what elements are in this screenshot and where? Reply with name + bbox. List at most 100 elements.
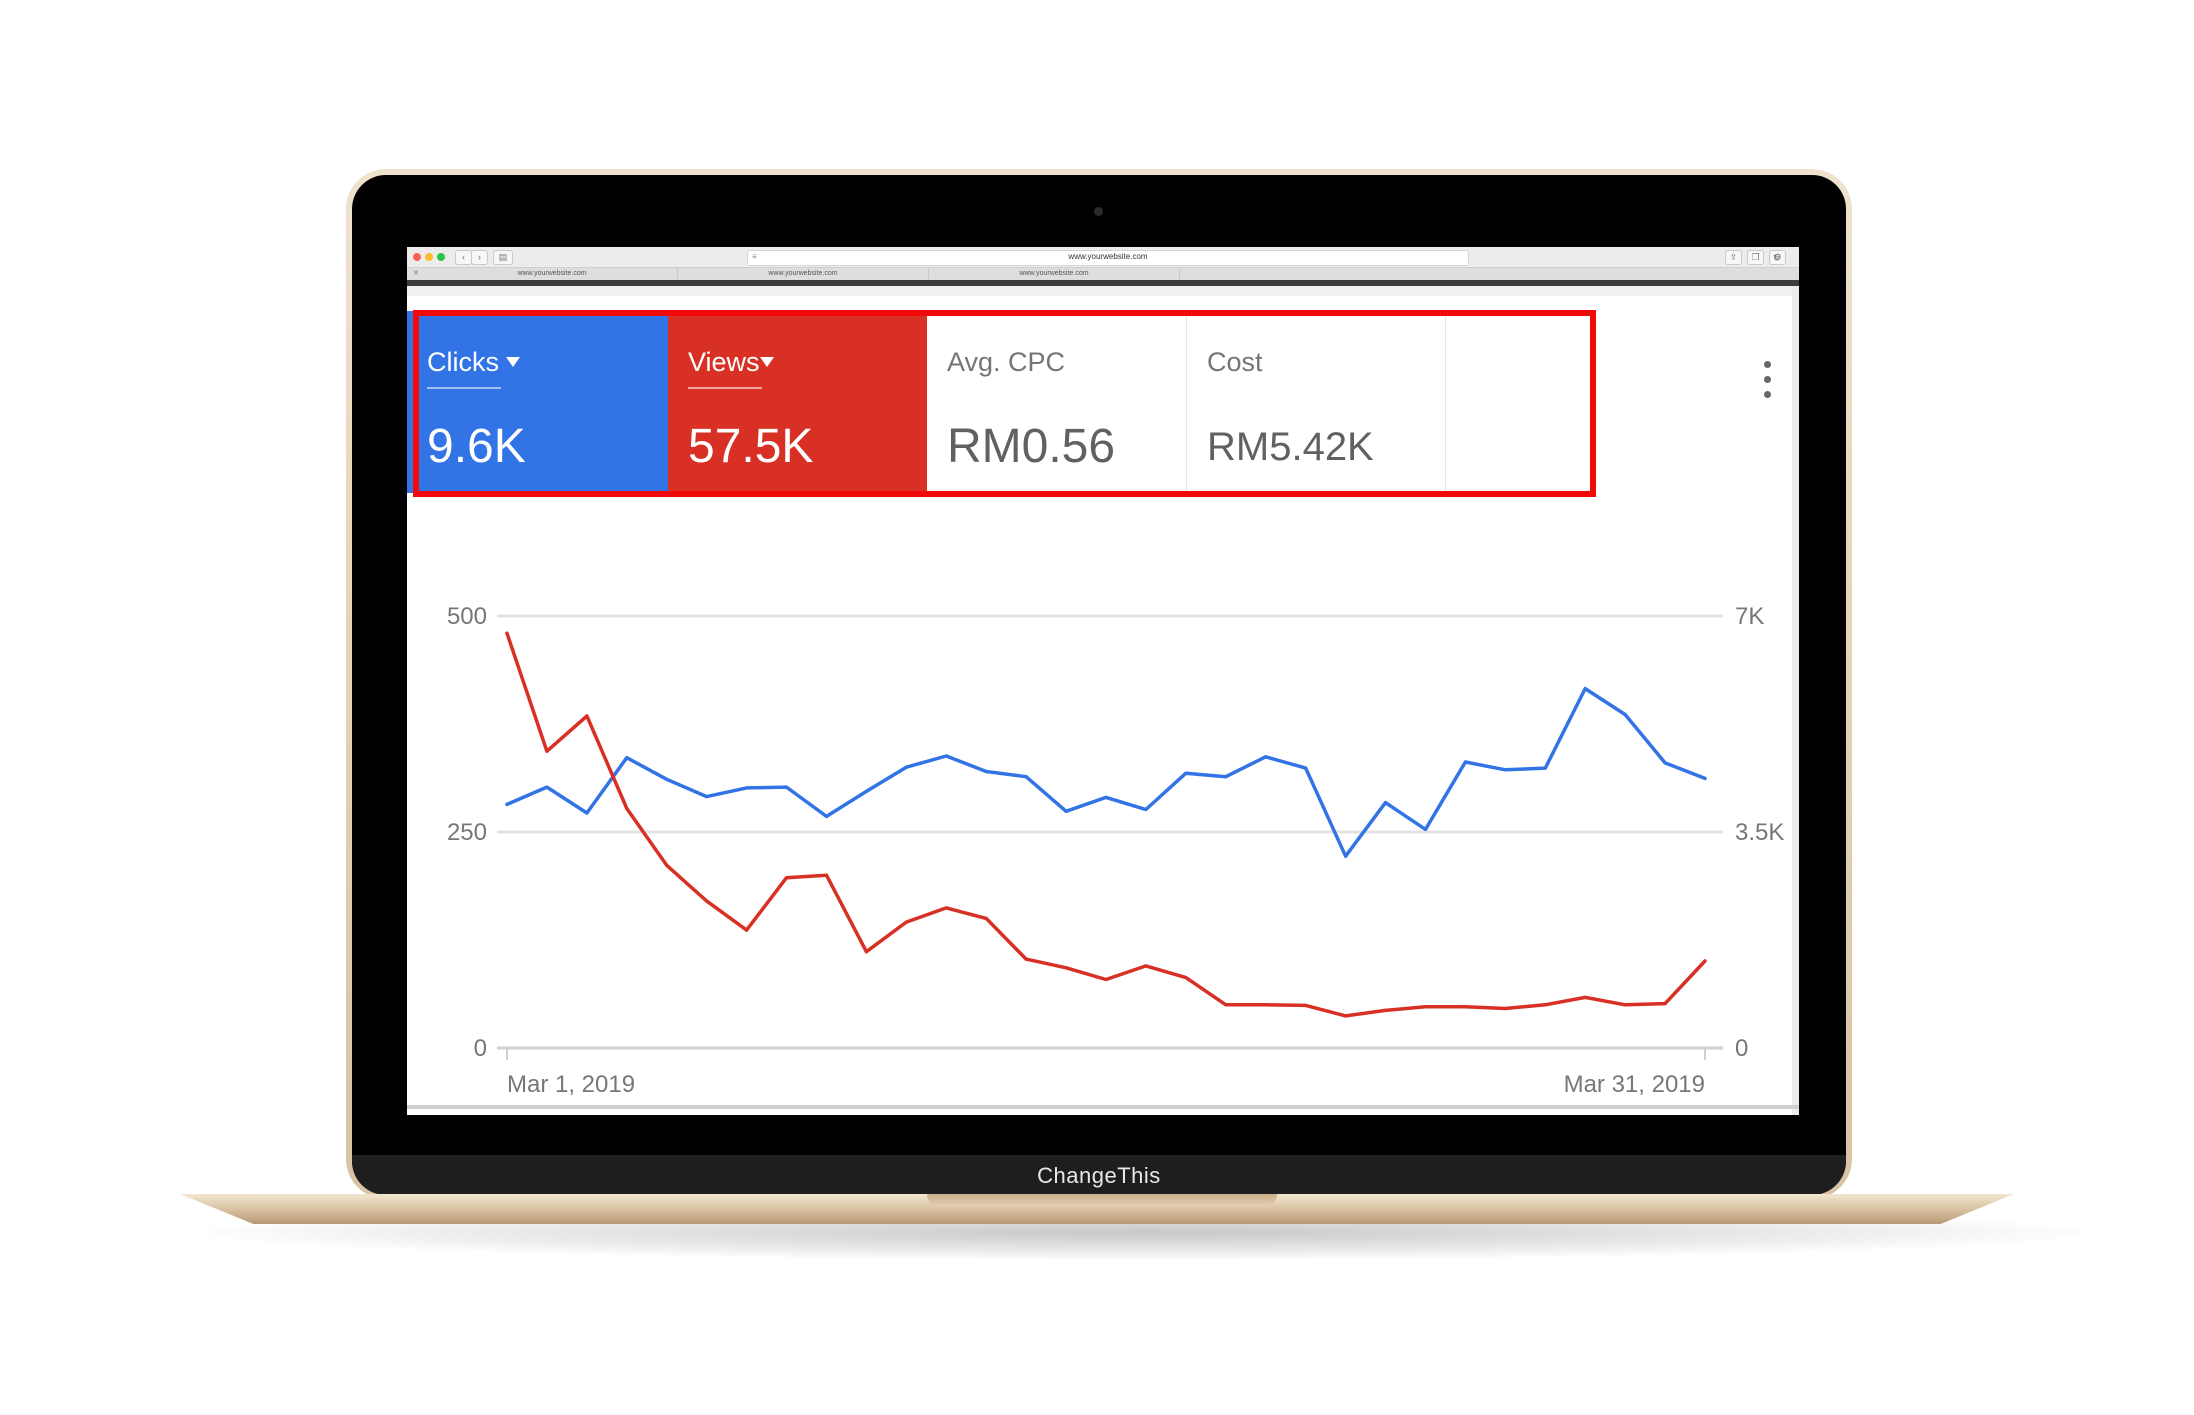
data-point-views [1264, 1003, 1268, 1007]
address-text: www.yourwebsite.com [1068, 252, 1148, 261]
right-axis-tick-label: 3.5K [1735, 819, 1784, 846]
data-point-clicks [545, 785, 549, 789]
data-point-clicks [1304, 766, 1308, 770]
data-point-views [904, 920, 908, 924]
data-point-views [705, 899, 709, 903]
browser-tab[interactable]: www.yourwebsite.com [929, 268, 1180, 280]
data-point-clicks [1623, 712, 1627, 717]
scorecard-clicks-value: 9.6K [427, 420, 526, 473]
data-point-views [505, 631, 509, 635]
screen: ‹ › ▤ ⇪ ❐ ⚙ www.yourwebsite.com ≡ ↻ ✕ ww… [407, 247, 1799, 1115]
browser-toolbar: ‹ › ▤ ⇪ ❐ ⚙ www.yourwebsite.com ≡ ↻ [407, 247, 1799, 268]
data-point-views [1304, 1003, 1308, 1008]
data-point-clicks [1064, 809, 1068, 813]
data-point-clicks [1583, 686, 1587, 691]
data-point-clicks [864, 789, 868, 793]
camera [1094, 207, 1103, 216]
close-window-button[interactable] [413, 253, 421, 261]
address-bar[interactable]: www.yourwebsite.com ≡ ↻ [747, 250, 1781, 266]
browser-tab[interactable]: www.yourwebsite.com [427, 268, 678, 280]
scorecard-avg-cpc[interactable]: Avg. CPC RM0.56 [927, 311, 1186, 493]
data-point-views [1623, 1003, 1627, 1007]
forward-button[interactable]: › [471, 250, 488, 265]
data-point-clicks [1104, 795, 1108, 800]
more-options-icon[interactable] [1764, 361, 1772, 405]
data-point-views [984, 916, 988, 921]
close-tab-icon[interactable]: ✕ [413, 270, 419, 277]
scorecard-clicks-label: Clicks [427, 347, 499, 377]
series-line-views [505, 631, 1707, 1018]
page-header-strip [407, 286, 1799, 296]
data-point-views [1703, 959, 1707, 963]
data-point-views [625, 806, 629, 811]
scorecard-cost[interactable]: Cost RM5.42K [1187, 311, 1445, 493]
data-point-clicks [585, 811, 589, 815]
data-point-views [944, 906, 948, 910]
data-point-views [1024, 957, 1028, 961]
data-point-views [1104, 977, 1108, 982]
line-chart: 0 250 500 0 3.5K 7K Mar 1, 2019 Mar 31, 2019 [447, 603, 1784, 1098]
back-button[interactable]: ‹ [455, 250, 472, 265]
scorecard-underline [427, 387, 501, 389]
data-point-views [1543, 1003, 1547, 1007]
data-point-clicks [1144, 807, 1148, 812]
scorecard-empty-slot[interactable] [1446, 311, 1588, 493]
laptop-notch [927, 1194, 1277, 1206]
data-point-clicks [824, 814, 829, 819]
right-axis-tick-label: 0 [1735, 1035, 1748, 1062]
x-axis-tick-label: Mar 1, 2019 [507, 1071, 635, 1098]
data-point-views [1663, 1001, 1667, 1006]
left-axis-tick-label: 250 [447, 819, 487, 846]
scorecard-clicks[interactable]: Clicks 9.6K [407, 311, 668, 493]
data-point-views [1503, 1006, 1507, 1011]
left-axis-tick-label: 0 [474, 1035, 487, 1062]
data-point-views [665, 863, 669, 867]
data-point-views [1224, 1003, 1228, 1007]
data-point-clicks [784, 785, 789, 789]
data-point-views [745, 928, 749, 932]
caret-down-icon [506, 357, 520, 367]
data-point-views [1383, 1008, 1388, 1012]
scorecard-cost-label: Cost [1207, 347, 1263, 377]
laptop-chin [352, 1155, 1846, 1195]
scorecard-views-value: 57.5K [688, 420, 814, 473]
data-point-views [1064, 966, 1068, 970]
right-axis-tick-label: 7K [1735, 603, 1764, 630]
settings-icon[interactable]: ⚙ [1769, 250, 1786, 265]
share-icon[interactable]: ⇪ [1725, 250, 1742, 265]
data-point-views [585, 714, 589, 718]
data-point-views [784, 876, 789, 880]
minimize-window-button[interactable] [425, 253, 433, 261]
sidebar-icon[interactable]: ▤ [493, 250, 513, 265]
data-point-clicks [1184, 771, 1188, 775]
highlight-box [413, 310, 1596, 497]
data-point-views [824, 873, 829, 877]
reload-icon[interactable]: ↻ [1773, 253, 1781, 263]
data-point-views [1463, 1005, 1467, 1009]
data-point-clicks [705, 794, 709, 799]
reader-icon: ≡ [752, 252, 757, 261]
scorecard-divider [1186, 311, 1187, 493]
scorecard-cost-value: RM5.42K [1207, 425, 1374, 469]
data-point-views [1583, 995, 1587, 999]
data-point-views [545, 749, 549, 753]
data-point-clicks [1503, 768, 1507, 772]
tabs-icon[interactable]: ❐ [1747, 250, 1764, 265]
browser-tab[interactable]: www.yourwebsite.com [678, 268, 929, 280]
zoom-window-button[interactable] [437, 253, 445, 261]
scorecard-views-label: Views [688, 347, 760, 377]
data-point-views [1423, 1005, 1428, 1009]
page-bottom-rule [407, 1105, 1799, 1109]
laptop-brand-label: ChangeThis [1037, 1163, 1161, 1188]
data-point-clicks [1703, 776, 1707, 781]
data-point-clicks [1463, 760, 1467, 764]
data-point-clicks [1024, 775, 1028, 779]
caret-down-icon [760, 357, 774, 367]
data-point-clicks [505, 802, 509, 806]
data-point-clicks [1543, 766, 1547, 770]
data-point-clicks [904, 765, 908, 769]
data-point-clicks [984, 769, 988, 774]
data-point-clicks [1264, 755, 1268, 759]
data-point-clicks [1423, 827, 1428, 832]
scorecard-views[interactable]: Views 57.5K [668, 311, 927, 493]
